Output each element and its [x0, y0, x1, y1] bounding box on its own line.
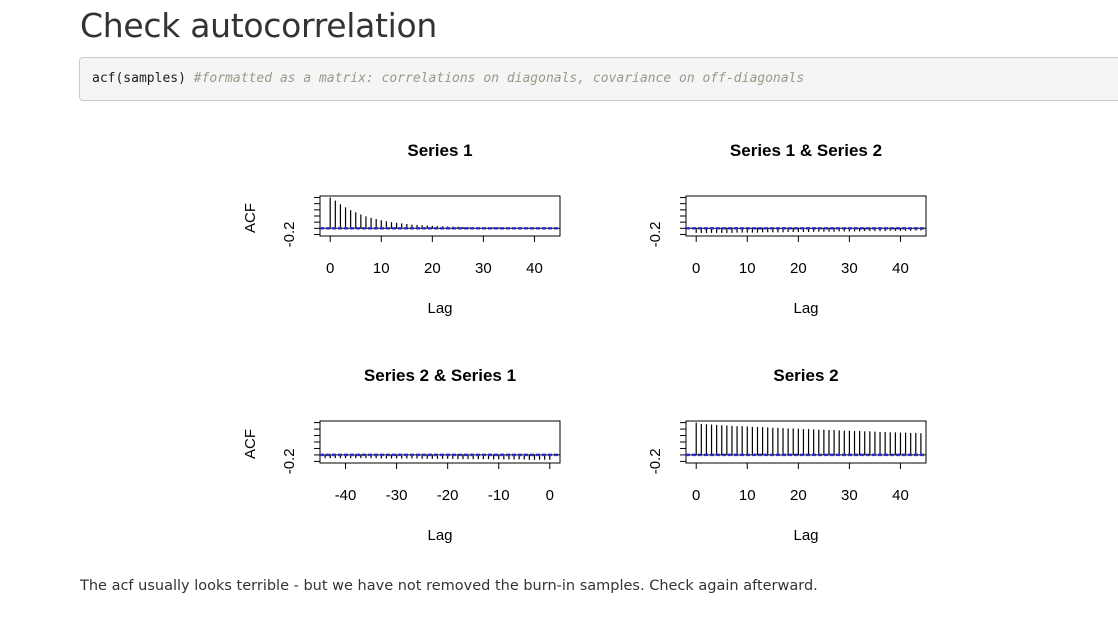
x-tick-label: 40: [892, 487, 909, 504]
x-tick-label: -20: [437, 487, 459, 504]
x-tick-label: 30: [475, 260, 492, 277]
x-tick-label: 40: [892, 260, 909, 277]
y-axis-label: ACF: [242, 429, 259, 459]
x-tick-label: 0: [546, 487, 554, 504]
y-axis-label: ACF: [242, 203, 259, 233]
x-tick-label: 10: [739, 487, 756, 504]
acf-panel-2: Series 1 & Series 2 Lag 0 10 20 30 40 -0.2: [647, 141, 927, 317]
acf-panel-3: Series 2 & Series 1 Lag ACF -40 -30 -20 -10 0 -0…: [242, 366, 561, 544]
x-axis-label: Lag: [793, 527, 818, 544]
x-axis-label: Lag: [793, 300, 818, 317]
x-tick-label: 40: [526, 260, 543, 277]
code-comment: #formatted as a matrix: correlations on …: [193, 71, 805, 86]
y-tick-label: -0.2: [647, 448, 664, 474]
section-heading: Check autocorrelation: [80, 6, 438, 45]
x-axis-label: Lag: [427, 527, 452, 544]
panel-title: Series 1 & Series 2: [730, 141, 882, 160]
x-tick-label: 10: [373, 260, 390, 277]
x-axis-label: Lag: [427, 300, 452, 317]
x-tick-label: 10: [739, 260, 756, 277]
panel-title: Series 2 & Series 1: [364, 366, 516, 385]
acf-panel-1: Series 1 Lag ACF 0 10 20 30 40 -0.2: [242, 141, 561, 317]
x-tick-label: -10: [488, 487, 510, 504]
x-tick-label: 30: [841, 260, 858, 277]
panel-title: Series 2: [773, 366, 838, 385]
explanation-text: The acf usually looks terrible - but we …: [80, 578, 818, 594]
x-tick-label: 0: [326, 260, 334, 277]
y-tick-label: -0.2: [647, 222, 664, 248]
acf-panel-4: Series 2 Lag 0 10 20 30 40 -0.2: [647, 366, 927, 544]
x-tick-label: 20: [424, 260, 441, 277]
x-tick-label: 0: [692, 487, 700, 504]
x-tick-label: -30: [386, 487, 408, 504]
y-tick-label: -0.2: [281, 448, 298, 474]
code-function-call: acf(samples): [92, 71, 186, 86]
x-tick-label: 20: [790, 487, 807, 504]
x-tick-label: 20: [790, 260, 807, 277]
x-tick-label: -40: [335, 487, 357, 504]
x-tick-label: 30: [841, 487, 858, 504]
panel-title: Series 1: [407, 141, 472, 160]
x-tick-label: 0: [692, 260, 700, 277]
code-cell[interactable]: acf(samples) #formatted as a matrix: cor…: [79, 57, 1118, 101]
code-line[interactable]: acf(samples) #formatted as a matrix: cor…: [92, 71, 804, 86]
y-tick-label: -0.2: [281, 222, 298, 248]
